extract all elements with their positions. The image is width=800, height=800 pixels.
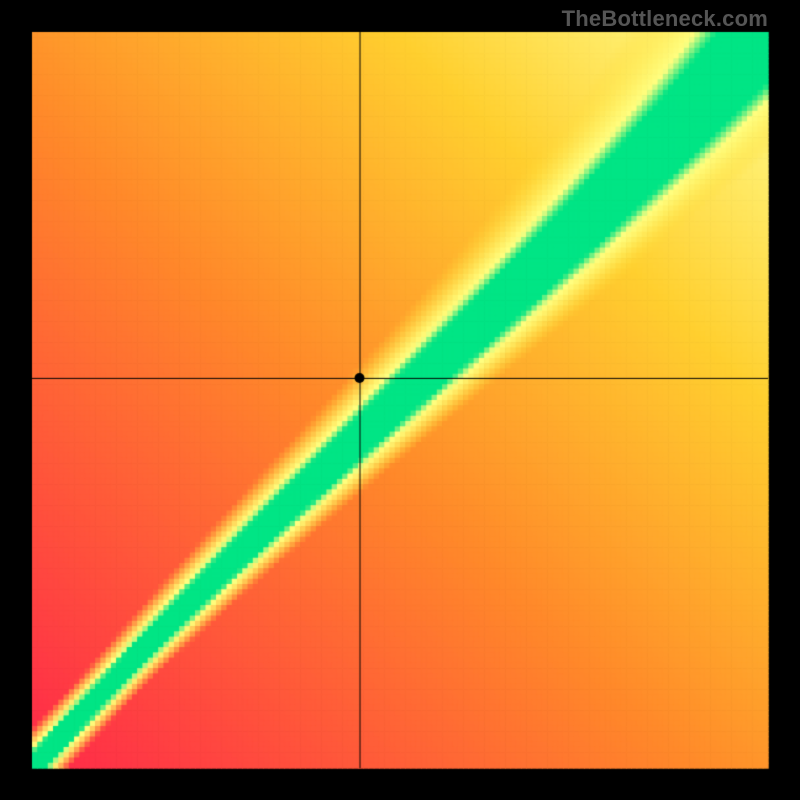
figure-root: TheBottleneck.com: [0, 0, 800, 800]
watermark-text: TheBottleneck.com: [562, 6, 768, 32]
bottleneck-heatmap: [0, 0, 800, 800]
